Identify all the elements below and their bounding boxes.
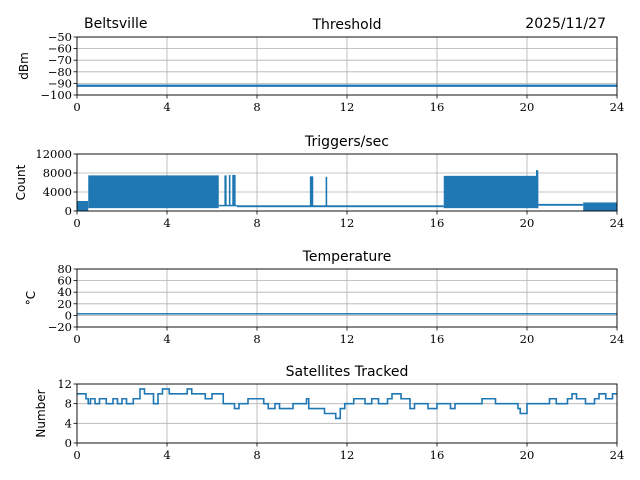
- x-tick-label: 24: [610, 100, 625, 114]
- data-band: [538, 203, 584, 206]
- x-tick-label: 4: [163, 100, 170, 114]
- panel-title: Threshold: [312, 17, 382, 33]
- data-band: [536, 170, 539, 209]
- date-label: 2025/11/27: [525, 16, 606, 32]
- data-line: [77, 388, 617, 420]
- y-tick-label: −60: [48, 42, 72, 56]
- y-tick-label: −100: [40, 88, 72, 102]
- x-tick-label: 12: [340, 448, 355, 462]
- y-axis-label: dBm: [17, 52, 31, 80]
- data-band: [77, 201, 89, 211]
- x-tick-label: 24: [610, 332, 625, 346]
- x-tick-label: 12: [340, 332, 355, 346]
- x-tick-label: 20: [520, 216, 535, 230]
- x-tick-label: 16: [430, 100, 445, 114]
- y-tick-label: 0: [65, 436, 72, 450]
- x-tick-label: 0: [73, 448, 80, 462]
- x-tick-label: 4: [163, 216, 170, 230]
- data-band: [88, 175, 219, 209]
- x-tick-label: 4: [163, 332, 170, 346]
- data-band: [325, 176, 328, 207]
- data-band: [309, 176, 314, 207]
- data-band: [224, 175, 227, 206]
- panel-title: Satellites Tracked: [286, 364, 409, 380]
- y-tick-label: 12: [57, 377, 72, 391]
- y-axis-label: °C: [24, 291, 38, 305]
- x-tick-label: 8: [253, 448, 260, 462]
- x-tick-label: 4: [163, 448, 170, 462]
- x-tick-label: 16: [430, 448, 445, 462]
- x-tick-label: 24: [610, 448, 625, 462]
- x-tick-label: 0: [73, 216, 80, 230]
- data-band: [232, 174, 236, 206]
- x-tick-label: 20: [520, 332, 535, 346]
- y-tick-label: 4: [65, 416, 72, 430]
- y-tick-label: 8: [65, 397, 72, 411]
- x-tick-label: 8: [253, 332, 260, 346]
- y-tick-label: 0: [65, 308, 72, 322]
- data-band: [77, 313, 617, 315]
- y-tick-label: 0: [65, 204, 72, 218]
- x-tick-label: 12: [340, 100, 355, 114]
- station-label: Beltsville: [84, 16, 147, 32]
- series-data: [77, 170, 617, 211]
- x-tick-label: 0: [73, 332, 80, 346]
- data-band: [236, 205, 444, 208]
- x-tick-label: 16: [430, 216, 445, 230]
- y-tick-label: −90: [48, 76, 72, 90]
- y-tick-label: −20: [48, 320, 72, 334]
- y-tick-label: −80: [48, 65, 72, 79]
- data-band: [77, 84, 617, 87]
- x-tick-label: 20: [520, 448, 535, 462]
- y-tick-label: −70: [48, 53, 72, 67]
- y-tick-label: 40: [57, 285, 72, 299]
- y-tick-label: 4000: [43, 185, 72, 199]
- panel-triggers-sec: 0 4 8 12 16 20 24 0 4000 8000 12000 Triggers/sec Cou…: [14, 134, 624, 230]
- x-tick-label: 20: [520, 100, 535, 114]
- y-axis-label: Number: [34, 389, 48, 437]
- x-tick-label: 0: [73, 100, 80, 114]
- data-band: [218, 204, 237, 207]
- panel-satellites-tracked: 0 4 8 12 16 20 24 0 4 8 12 Satellites Tracked Number: [34, 364, 624, 462]
- x-tick-label: 24: [610, 216, 625, 230]
- y-tick-label: 8000: [43, 166, 72, 180]
- y-tick-label: −50: [48, 30, 72, 44]
- data-band: [228, 174, 231, 206]
- x-tick-label: 16: [430, 332, 445, 346]
- data-band: [583, 202, 617, 211]
- y-tick-label: 60: [57, 274, 72, 288]
- series-data: [77, 84, 617, 87]
- x-tick-label: 12: [340, 216, 355, 230]
- panel-threshold: 0 4 8 12 16 20 24 −100−90−80−70−60−50 Threshold d…: [17, 17, 624, 114]
- y-tick-label: 12000: [35, 147, 72, 161]
- y-tick-label: 80: [57, 262, 72, 276]
- panel-title: Temperature: [302, 249, 392, 265]
- y-tick-label: 20: [57, 297, 72, 311]
- series-data: [77, 388, 617, 420]
- data-band: [443, 175, 539, 209]
- x-tick-label: 8: [253, 100, 260, 114]
- y-axis-label: Count: [14, 164, 28, 200]
- x-tick-label: 8: [253, 216, 260, 230]
- panel-title: Triggers/sec: [304, 134, 389, 150]
- series-data: [77, 313, 617, 315]
